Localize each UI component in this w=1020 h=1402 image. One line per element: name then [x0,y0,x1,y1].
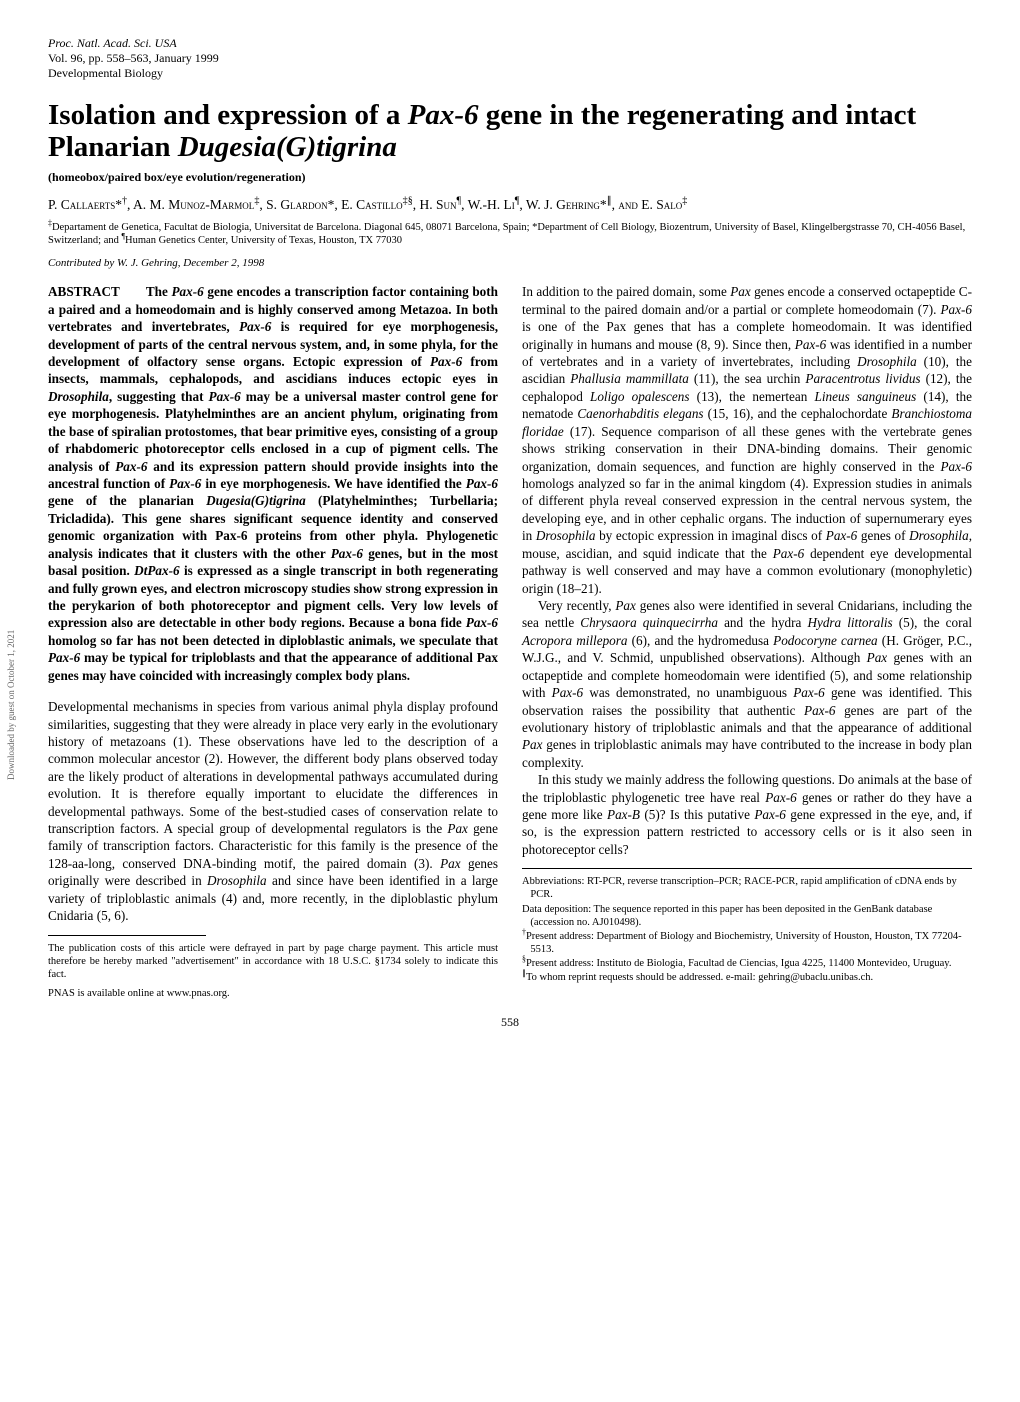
download-watermark: Downloaded by guest on October 1, 2021 [6,630,16,780]
abstract-label: ABSTRACT [48,284,120,299]
keywords: (homeobox/paired box/eye evolution/regen… [48,170,972,185]
left-column: ABSTRACTThe Pax-6 gene encodes a transcr… [48,283,498,1000]
title-gene: Pax-6 [408,99,479,131]
footnote-rule-left [48,935,206,936]
title-species: Dugesia(G)tigrina [178,131,397,163]
abstract-text: The Pax-6 gene encodes a transcription f… [48,284,498,682]
body-paragraph-r2: Very recently, Pax genes also were ident… [522,597,972,771]
footnote-present-address-2: §Present address: Instituto de Biologia,… [522,957,972,970]
footnote-deposition: Data deposition: The sequence reported i… [522,903,972,929]
abstract: ABSTRACTThe Pax-6 gene encodes a transcr… [48,283,498,684]
pnas-online-note: PNAS is available online at www.pnas.org… [48,987,498,1001]
journal-name: Proc. Natl. Acad. Sci. USA [48,36,972,51]
article-title: Isolation and expression of a Pax-6 gene… [48,99,972,164]
right-column: In addition to the paired domain, some P… [522,283,972,1000]
body-paragraph-r3: In this study we mainly address the foll… [522,771,972,858]
footnote-corresponding: ∥To whom reprint requests should be addr… [522,971,972,984]
footnote-present-address-1: †Present address: Department of Biology … [522,930,972,956]
publication-costs-note: The publication costs of this article we… [48,942,498,981]
contributed-by: Contributed by W. J. Gehring, December 2… [48,257,972,269]
title-prefix: Isolation and expression of a [48,99,408,131]
body-paragraph-r1: In addition to the paired domain, some P… [522,283,972,597]
author-list: P. Callaerts*†, A. M. Munoz-Marmol‡, S. … [48,197,972,213]
footnote-abbrev: Abbreviations: RT-PCR, reverse transcrip… [522,875,972,901]
affiliations: ‡Departament de Genetica, Facultat de Bi… [48,221,972,247]
journal-section: Developmental Biology [48,66,972,81]
page-number: 558 [48,1015,972,1030]
two-column-layout: ABSTRACTThe Pax-6 gene encodes a transcr… [48,283,972,1000]
footnotes: Abbreviations: RT-PCR, reverse transcrip… [522,875,972,984]
journal-header: Proc. Natl. Acad. Sci. USA Vol. 96, pp. … [48,36,972,81]
journal-volume: Vol. 96, pp. 558–563, January 1999 [48,51,972,66]
footnote-rule-right [522,868,972,869]
intro-paragraph-1: Developmental mechanisms in species from… [48,698,498,924]
